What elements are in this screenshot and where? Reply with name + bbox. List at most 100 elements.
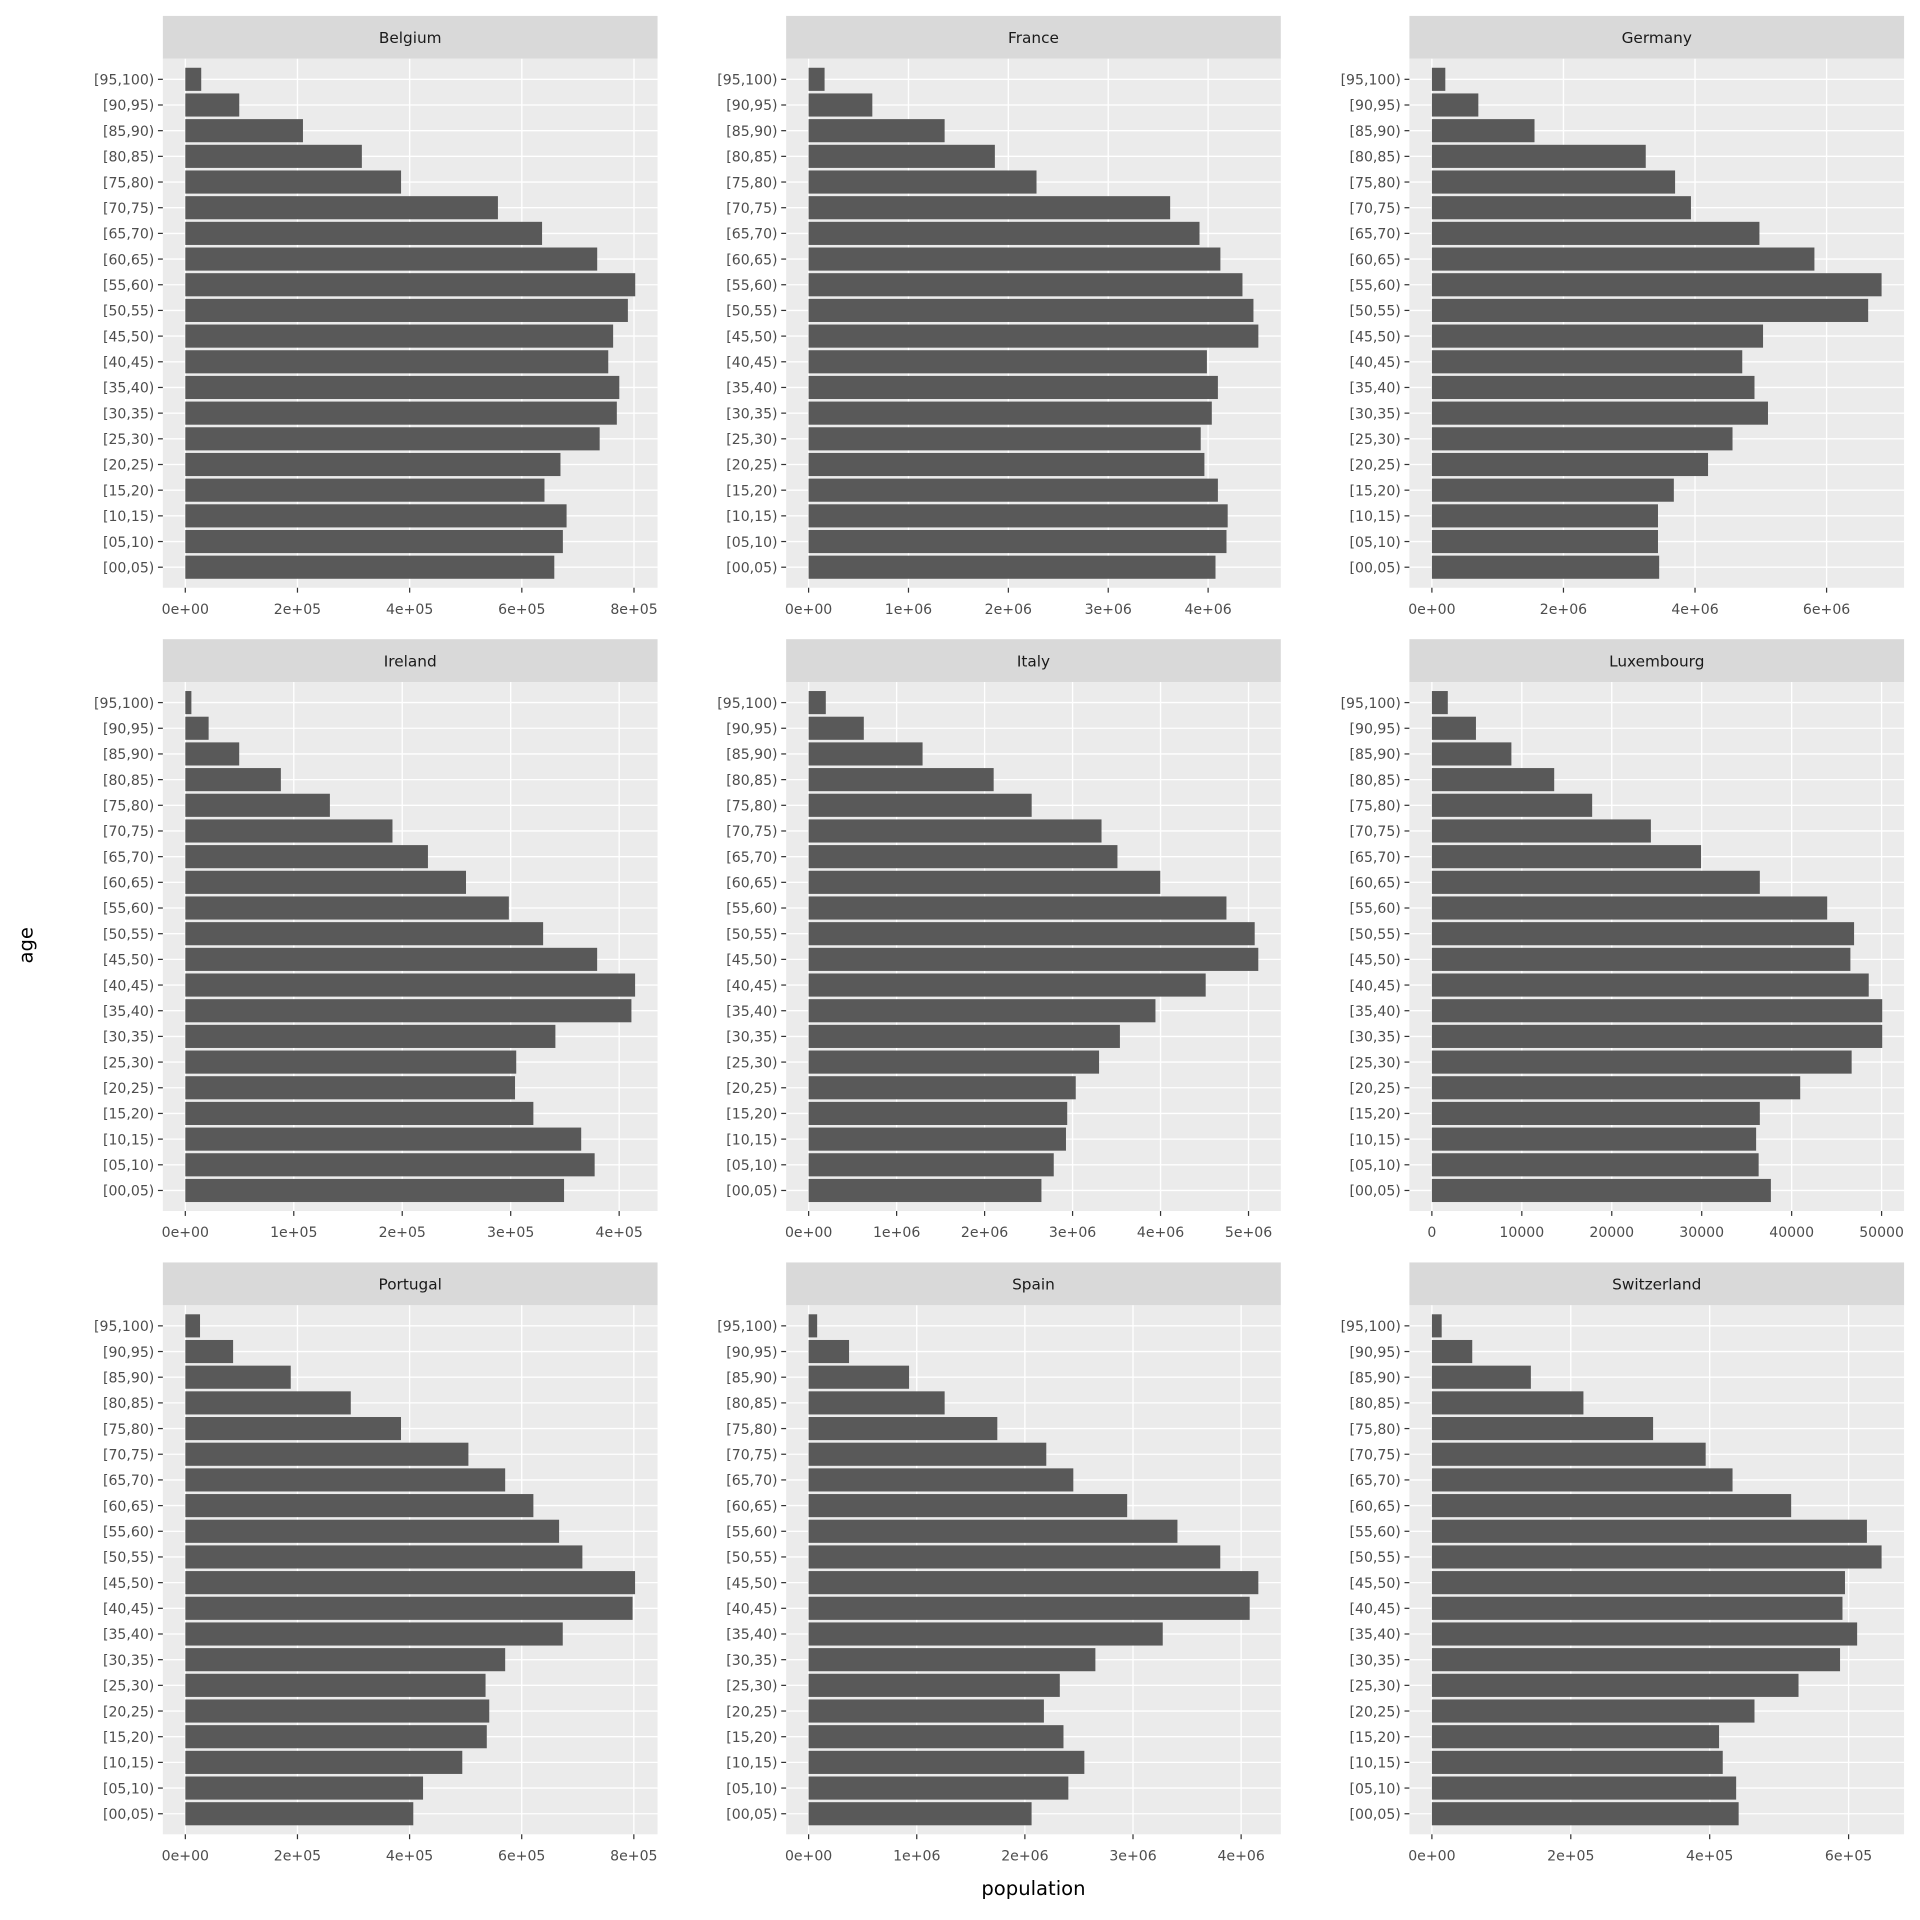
y-tick-label: [55,60)	[103, 901, 154, 917]
bar	[1431, 170, 1676, 194]
y-tick-label: [45,50)	[726, 953, 777, 969]
y-tick-label: [00,05)	[726, 1807, 777, 1823]
bar	[808, 67, 825, 91]
bar	[185, 401, 617, 425]
y-tick-label: [35,40)	[726, 1627, 777, 1643]
strip	[786, 1262, 1281, 1306]
bar	[1431, 452, 1709, 477]
y-tick-label: [45,50)	[1350, 1576, 1401, 1592]
x-tick-label: 1e+06	[885, 602, 932, 618]
y-tick-label: [20,25)	[103, 1704, 154, 1720]
bar	[185, 1050, 517, 1074]
bar	[1431, 1596, 1843, 1620]
y-tick-label: [60,65)	[726, 1499, 777, 1515]
strip	[162, 639, 658, 683]
bar	[185, 273, 636, 297]
x-tick-label: 0e+00	[1408, 1848, 1455, 1864]
y-tick-label: [30,35)	[103, 1653, 154, 1669]
bar	[1431, 793, 1593, 817]
y-tick-label: [55,60)	[1350, 1525, 1401, 1541]
bar	[808, 716, 864, 740]
y-tick-label: [85,90)	[726, 124, 777, 140]
y-tick-label: [15,20)	[1350, 483, 1401, 499]
bar	[808, 793, 1032, 817]
bar	[185, 1725, 487, 1749]
bar	[808, 452, 1205, 477]
y-tick-label: [10,15)	[1350, 1132, 1401, 1148]
y-tick-label: [50,55)	[1350, 304, 1401, 320]
y-tick-label: [95,100)	[717, 1319, 777, 1335]
y-tick-label: [15,20)	[726, 1107, 777, 1123]
bar	[1431, 896, 1828, 920]
y-tick-label: [20,25)	[726, 1081, 777, 1097]
bar	[808, 1750, 1085, 1774]
bar	[808, 768, 994, 792]
y-tick-label: [65,70)	[726, 227, 777, 243]
bar	[1431, 1571, 1845, 1595]
y-tick-label: [50,55)	[103, 304, 154, 320]
bar	[1431, 1076, 1801, 1100]
bar	[185, 1314, 201, 1338]
y-tick-label: [60,65)	[726, 252, 777, 268]
x-axis-title: population	[981, 1877, 1085, 1900]
y-tick-label: [90,95)	[103, 721, 154, 737]
x-tick-label: 0e+00	[785, 1225, 832, 1241]
x-tick-label: 4e+06	[1137, 1225, 1184, 1241]
bar	[1431, 298, 1869, 322]
bar	[1431, 742, 1512, 766]
y-tick-label: [35,40)	[103, 1004, 154, 1020]
y-tick-label: [70,75)	[1350, 824, 1401, 840]
bar	[185, 819, 393, 843]
y-tick-label: [80,85)	[103, 150, 154, 166]
y-tick-label: [30,35)	[103, 406, 154, 422]
y-tick-label: [55,60)	[103, 1525, 154, 1541]
y-tick-label: [50,55)	[1350, 1550, 1401, 1566]
y-tick-label: [10,15)	[103, 509, 154, 525]
bar	[1431, 427, 1733, 451]
bar	[185, 845, 428, 869]
y-tick-label: [05,10)	[1350, 1158, 1401, 1174]
bar	[808, 1417, 998, 1441]
y-tick-label: [30,35)	[1350, 406, 1401, 422]
y-tick-label: [95,100)	[1341, 696, 1401, 712]
facet-title: Portugal	[379, 1276, 442, 1294]
bar	[185, 555, 555, 579]
y-tick-label: [80,85)	[103, 1396, 154, 1412]
y-tick-label: [60,65)	[103, 876, 154, 892]
bar	[185, 922, 544, 946]
bar	[1431, 1673, 1799, 1697]
bar	[808, 845, 1118, 869]
bar	[185, 1648, 506, 1672]
x-tick-label: 0e+00	[162, 1225, 209, 1241]
strip	[1409, 1262, 1905, 1306]
bar	[1431, 716, 1476, 740]
x-tick-label: 8e+05	[610, 1848, 657, 1864]
y-tick-label: [55,60)	[1350, 901, 1401, 917]
y-tick-label: [30,35)	[103, 1030, 154, 1046]
y-tick-label: [10,15)	[1350, 509, 1401, 525]
bar	[1431, 947, 1851, 971]
bar	[808, 1622, 1163, 1646]
y-tick-label: [65,70)	[1350, 850, 1401, 866]
y-axis-title: age	[14, 927, 37, 963]
bar	[808, 375, 1218, 400]
y-tick-label: [50,55)	[726, 1550, 777, 1566]
bar	[1431, 1391, 1584, 1415]
bar	[185, 67, 202, 91]
bar	[185, 196, 498, 220]
y-tick-label: [85,90)	[1350, 124, 1401, 140]
bar	[808, 1076, 1076, 1100]
facet-title: Italy	[1017, 652, 1050, 670]
y-tick-label: [95,100)	[717, 696, 777, 712]
x-tick-label: 6e+05	[1825, 1848, 1872, 1864]
y-tick-label: [90,95)	[1350, 1345, 1401, 1361]
y-tick-label: [40,45)	[726, 1602, 777, 1618]
bar	[808, 1178, 1042, 1203]
x-tick-label: 50000	[1859, 1225, 1904, 1241]
y-tick-label: [90,95)	[726, 1345, 777, 1361]
y-tick-label: [70,75)	[726, 1447, 777, 1463]
x-tick-label: 2e+05	[274, 1848, 321, 1864]
bar	[1431, 93, 1479, 117]
y-tick-label: [25,30)	[726, 1679, 777, 1695]
y-tick-label: [05,10)	[103, 1158, 154, 1174]
